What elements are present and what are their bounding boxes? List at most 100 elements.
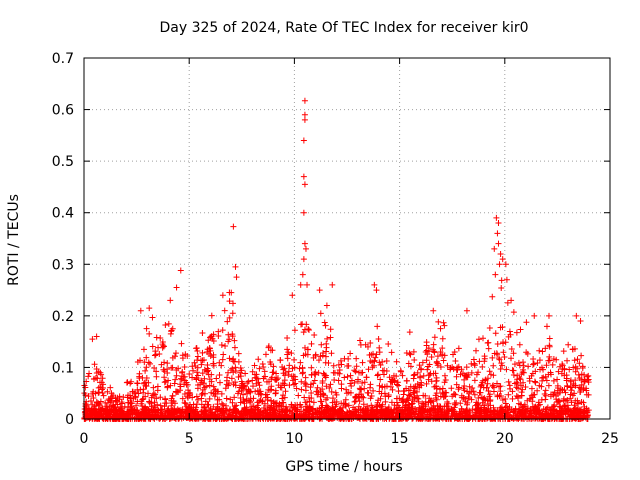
data-point: [167, 297, 174, 304]
data-point: [281, 365, 288, 372]
data-point: [368, 351, 375, 358]
data-point: [294, 407, 301, 414]
data-point: [431, 383, 438, 390]
data-point: [502, 261, 509, 268]
data-point: [214, 414, 221, 421]
data-point: [345, 355, 352, 362]
data-point: [234, 390, 241, 397]
y-tick-label: 0.3: [52, 257, 74, 273]
data-point: [265, 343, 272, 350]
data-point: [572, 368, 579, 375]
data-point: [499, 256, 506, 263]
data-point: [416, 362, 423, 369]
data-point: [108, 397, 115, 404]
data-point: [382, 393, 389, 400]
data-point: [406, 329, 413, 336]
data-point: [483, 384, 490, 391]
data-point: [348, 410, 355, 417]
data-point: [208, 312, 215, 319]
data-point: [520, 359, 527, 366]
data-point: [393, 381, 400, 388]
data-point: [198, 401, 205, 408]
data-point: [494, 380, 501, 387]
data-point: [569, 346, 576, 353]
data-point: [309, 408, 316, 415]
data-point: [357, 337, 364, 344]
data-point: [225, 369, 232, 376]
data-point: [300, 352, 307, 359]
data-point: [505, 333, 512, 340]
data-point: [433, 377, 440, 384]
data-point: [232, 263, 239, 270]
data-point: [250, 395, 257, 402]
data-point: [564, 396, 571, 403]
data-point: [471, 377, 478, 384]
data-point: [351, 379, 358, 386]
data-point: [530, 361, 537, 368]
data-point: [363, 374, 370, 381]
y-axis-label: ROTI / TECUs: [6, 194, 22, 286]
data-point: [245, 378, 252, 385]
data-point: [279, 395, 286, 402]
data-point: [533, 411, 540, 418]
data-point: [150, 384, 157, 391]
data-point: [301, 97, 308, 104]
data-point: [167, 382, 174, 389]
data-point: [201, 375, 208, 382]
data-point: [206, 350, 213, 357]
data-point: [288, 401, 295, 408]
data-point: [517, 376, 524, 383]
data-point: [273, 370, 280, 377]
data-point: [380, 371, 387, 378]
data-point: [489, 354, 496, 361]
data-point: [162, 378, 169, 385]
data-point: [474, 401, 481, 408]
data-point: [286, 382, 293, 389]
data-point: [388, 399, 395, 406]
data-point: [410, 384, 417, 391]
data-point: [311, 332, 318, 339]
data-point: [225, 382, 232, 389]
data-point: [470, 388, 477, 395]
data-point: [489, 293, 496, 300]
data-point: [291, 327, 298, 334]
data-point: [209, 410, 216, 417]
data-point: [145, 379, 152, 386]
data-point: [420, 372, 427, 379]
data-point: [377, 395, 384, 402]
data-point: [499, 324, 506, 331]
data-point: [297, 359, 304, 366]
data-point: [450, 351, 457, 358]
y-tick-label: 0.7: [52, 51, 74, 67]
data-point: [228, 375, 235, 382]
data-point: [301, 240, 308, 247]
data-point: [359, 379, 366, 386]
data-point: [564, 357, 571, 364]
data-point: [312, 351, 319, 358]
data-point: [226, 355, 233, 362]
data-point: [545, 312, 552, 319]
data-point: [297, 281, 304, 288]
data-point: [225, 413, 232, 420]
data-point: [240, 396, 247, 403]
data-point: [362, 341, 369, 348]
data-point: [169, 354, 176, 361]
data-point: [449, 393, 456, 400]
data-points: [81, 97, 592, 422]
data-point: [469, 385, 476, 392]
data-point: [124, 379, 131, 386]
data-point: [198, 377, 205, 384]
data-point: [93, 333, 100, 340]
data-point: [218, 341, 225, 348]
data-point: [485, 339, 492, 346]
data-point: [231, 358, 238, 365]
data-point: [584, 373, 591, 380]
data-point: [253, 380, 260, 387]
data-point: [498, 277, 505, 284]
data-point: [475, 395, 482, 402]
data-point: [542, 345, 549, 352]
data-point: [239, 410, 246, 417]
data-point: [425, 345, 432, 352]
data-point: [384, 406, 391, 413]
data-point: [578, 381, 585, 388]
